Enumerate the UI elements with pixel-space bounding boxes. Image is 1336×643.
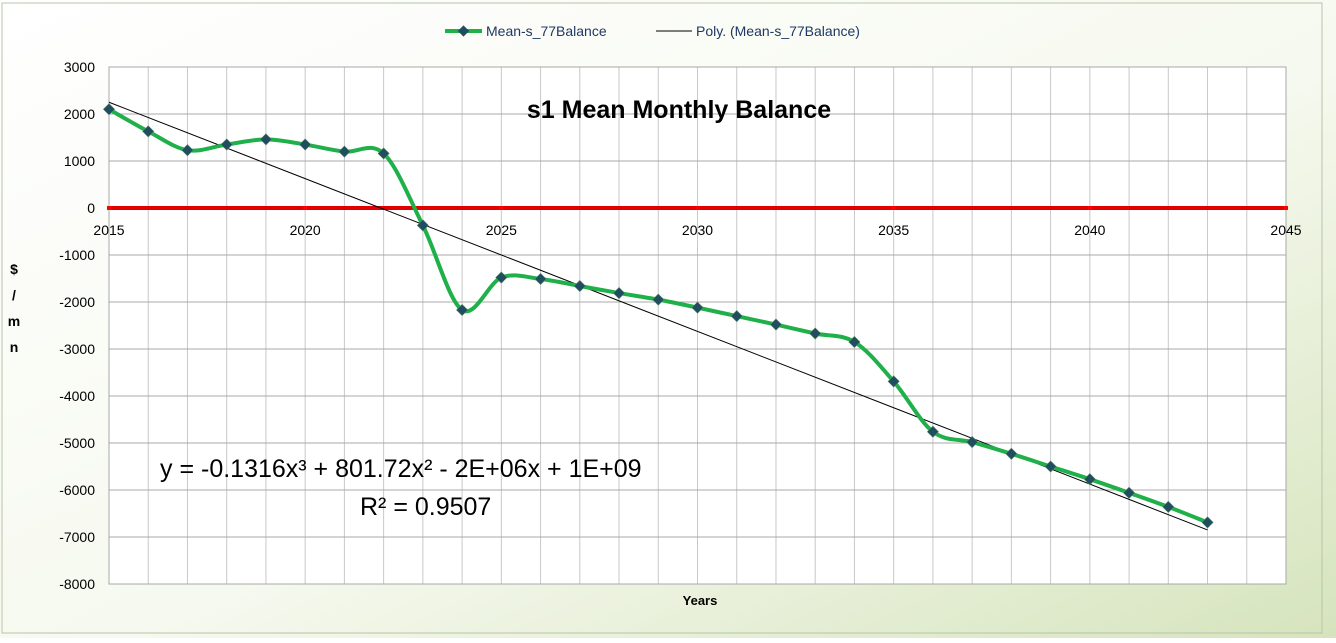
y-tick-label: 1000 [64,153,95,169]
data-point [769,318,782,331]
data-point [456,303,469,317]
x-tick-label: 2035 [878,222,909,238]
y-tick-label: -5000 [59,435,95,451]
data-point [613,287,626,300]
y-axis-label-char: / [12,287,16,303]
x-axis-tick-mark [499,206,504,210]
x-tick-labels: 2015 2020 2025 2030 2035 2040 2045 [93,222,1301,238]
y-tick-labels: 3000 2000 1000 0 -1000 -2000 -3000 -4000 -5000 -6… [59,59,95,592]
data-point [652,293,665,306]
data-point [220,138,233,151]
data-point [181,144,194,157]
data-point [966,436,979,449]
data-point [1083,473,1096,486]
y-tick-label: -1000 [59,247,95,263]
x-axis-tick-mark [303,206,308,210]
x-tick-label: 2015 [93,222,124,238]
data-point [691,301,704,314]
data-point [809,327,822,340]
y-tick-label: 3000 [64,59,95,75]
data-point [573,280,586,293]
x-axis-tick-mark [695,206,700,210]
data-point [299,138,312,151]
y-tick-label: 2000 [64,106,95,122]
x-tick-label: 2045 [1270,222,1301,238]
legend-trendline-label: Poly. (Mean-s_77Balance) [696,23,860,39]
y-tick-label: -7000 [59,529,95,545]
y-tick-label: -8000 [59,576,95,592]
x-axis-tick-mark [107,206,111,210]
data-point [495,271,508,284]
data-point [338,145,351,158]
trendline-equation: y = -0.1316x³ + 801.72x² - 2E+06x + 1E+0… [160,455,642,483]
data-point [926,425,939,438]
data-point [142,125,155,138]
x-tick-label: 2020 [290,222,321,238]
data-point [377,147,390,160]
x-axis-tick-mark [1284,206,1288,210]
grid [108,66,1287,585]
y-axis-label-char: m [8,313,20,329]
data-point [887,375,900,388]
data-point [848,335,861,348]
data-point [534,272,547,285]
legend-series-label: Mean-s_77Balance [486,23,607,39]
y-tick-label: -4000 [59,388,95,404]
x-tick-label: 2040 [1074,222,1105,238]
y-tick-label: -6000 [59,482,95,498]
zero-reference-line-group [107,206,1288,210]
data-point [1044,460,1057,473]
y-axis-label-char: n [10,339,19,355]
x-axis-tick-mark [1087,206,1092,210]
chart-border [1,2,1323,634]
data-point [730,310,743,323]
y-tick-label: 0 [87,200,95,216]
y-axis-label: $ / mn [8,261,20,355]
plot-area-border [108,66,1287,585]
data-point [1201,516,1214,529]
data-point [1123,486,1136,499]
chart-title: s1 Mean Monthly Balance [527,96,831,124]
data-point [416,219,429,232]
x-tick-label: 2030 [682,222,713,238]
series-group [102,103,1214,529]
trendline-r-squared: R² = 0.9507 [360,493,491,521]
data-point [102,103,116,116]
x-axis-label: Years [683,593,718,608]
data-point [1005,447,1018,460]
y-axis-label-char: $ [10,261,18,277]
y-tick-label: -3000 [59,341,95,357]
data-point [259,133,272,146]
x-axis-tick-mark [891,206,896,210]
data-point [1162,500,1175,513]
legend: Mean-s_77Balance Poly. (Mean-s_77Balance… [445,23,860,39]
x-tick-label: 2025 [486,222,517,238]
y-tick-label: -2000 [59,294,95,310]
